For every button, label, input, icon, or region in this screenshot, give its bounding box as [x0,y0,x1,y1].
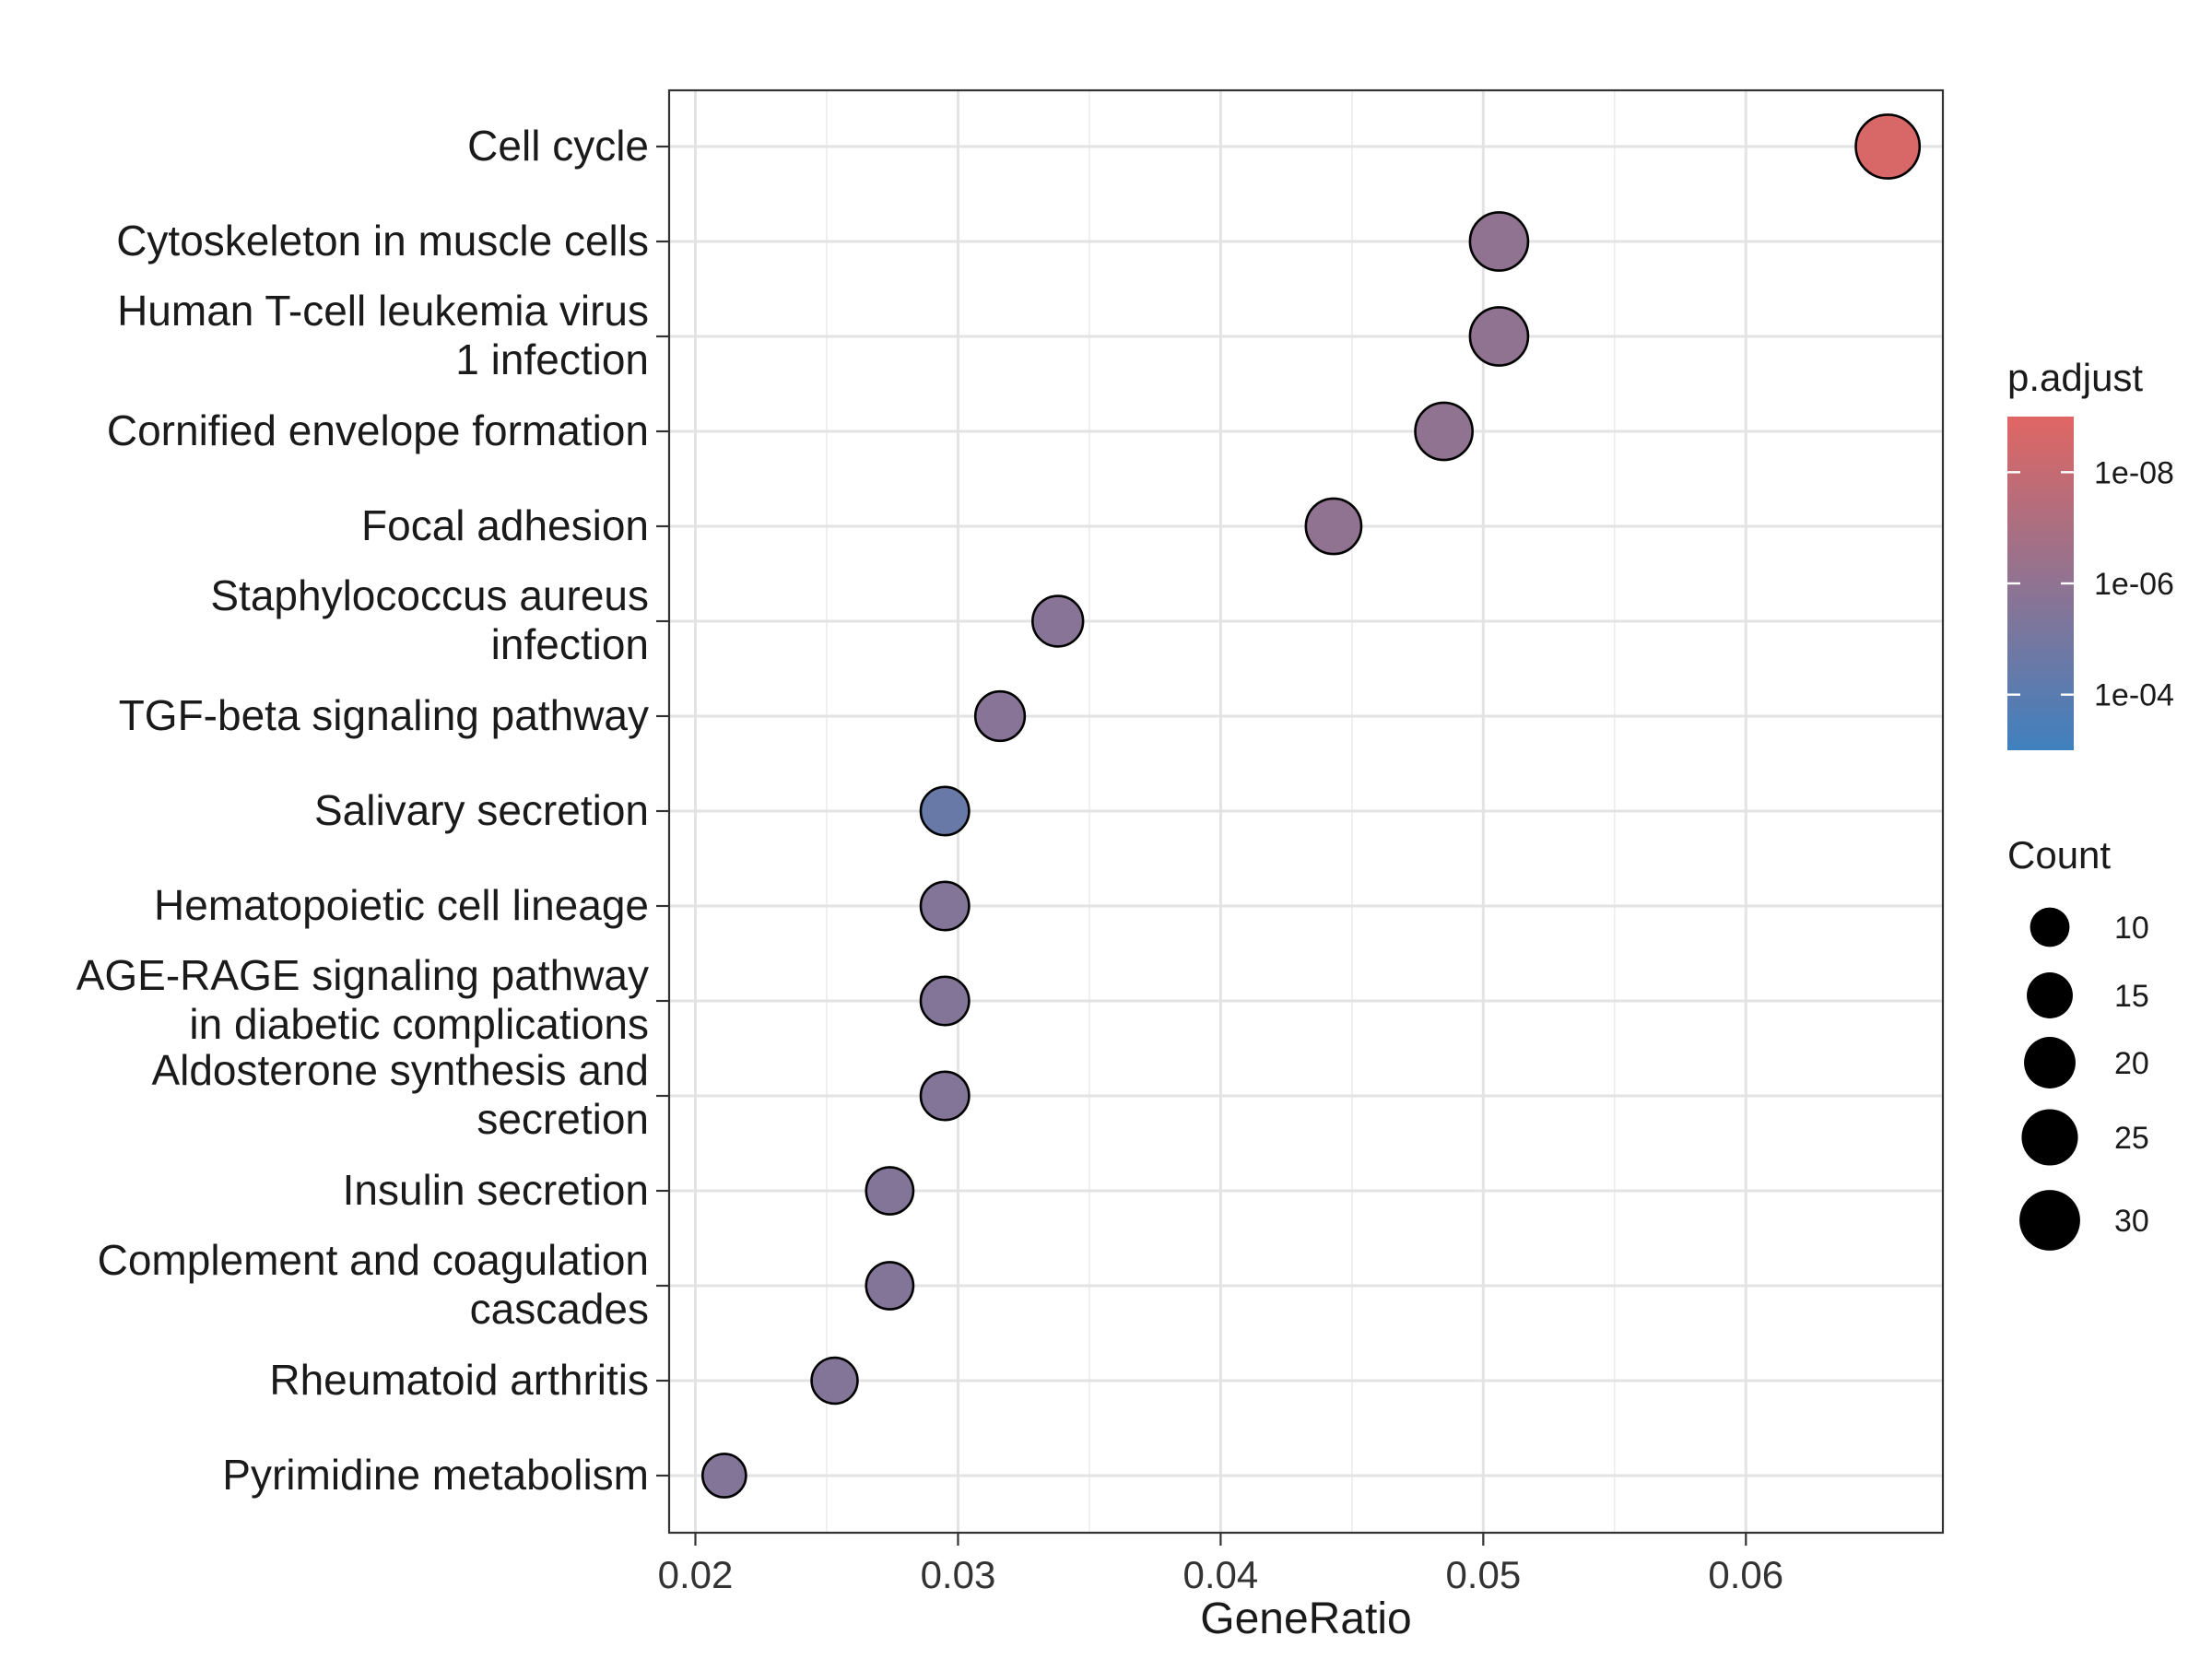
y-tick-label: Salivary secretion [314,786,649,834]
data-point [1414,401,1474,462]
color-legend-title: p.adjust [2007,356,2143,399]
size-legend-dot [2021,1109,2078,1166]
data-point [1854,113,1922,180]
y-tick-label: Rheumatoid arthritis [269,1356,649,1404]
size-legend: Count 10 15 20 25 30 [2007,833,2149,1251]
y-tick-label: infection [491,620,649,668]
y-tick-label: cascades [470,1285,649,1333]
x-tick-label: 0.06 [1708,1553,1783,1596]
color-legend-label: 1e-08 [2094,455,2174,490]
y-tick-label: Human T-cell leukemia virus [117,287,649,335]
size-legend-dot [2024,1037,2076,1088]
y-tick-label: Cytoskeleton in muscle cells [116,217,649,265]
color-legend-label: 1e-06 [2094,567,2174,602]
data-point [919,975,971,1027]
y-tick-label: Staphylococcus aureus [210,571,649,619]
data-point [919,1070,971,1122]
y-tick-label: Hematopoietic cell lineage [154,881,649,929]
y-tick-label: Pyrimidine metabolism [222,1451,649,1499]
x-tick-label: 0.02 [658,1553,734,1596]
size-legend-dot [2019,1190,2080,1251]
y-tick-label: 1 infection [455,335,649,383]
size-legend-label: 15 [2114,979,2149,1014]
x-tick-label: 0.03 [921,1553,996,1596]
data-point [919,880,971,932]
data-points [700,113,1922,1499]
x-tick-label: 0.04 [1183,1553,1259,1596]
size-legend-title: Count [2007,833,2111,877]
y-tick-label: TGF-beta signaling pathway [119,691,649,739]
y-tick-label: Insulin secretion [343,1166,649,1214]
y-tick-label: Cell cycle [467,122,649,170]
color-legend: p.adjust 1e-08 1e-06 1e-04 [2007,356,2174,750]
size-legend-label: 30 [2114,1204,2149,1239]
x-axis: 0.02 0.03 0.04 0.05 0.06 [658,1533,1783,1596]
size-legend-label: 10 [2114,911,2149,946]
data-point [865,1261,915,1311]
y-tick-label: in diabetic complications [189,1000,649,1048]
size-legend-label: 20 [2114,1046,2149,1081]
y-tick-label: Cornified envelope formation [107,406,649,454]
y-axis: Cell cycle Cytoskeleton in muscle cells Hu… [76,122,669,1499]
data-point [1468,306,1530,367]
color-legend-label: 1e-04 [2094,678,2174,713]
y-tick-label: secretion [477,1095,649,1143]
data-point [1031,594,1085,648]
x-tick-label: 0.05 [1445,1553,1521,1596]
y-tick-label: Aldosterone synthesis and [151,1046,649,1094]
y-tick-label: Focal adhesion [361,501,649,549]
y-tick-label: Complement and coagulation [98,1236,649,1284]
y-tick-label: AGE-RAGE signaling pathway [76,951,649,999]
size-legend-dot [2030,907,2070,947]
data-point [919,785,971,837]
data-point [865,1166,915,1216]
data-point [973,689,1027,743]
data-point [1468,211,1530,272]
data-point [700,1453,747,1499]
size-legend-dot [2027,972,2073,1018]
data-point [810,1356,859,1406]
x-axis-title: GeneRatio [1200,1594,1411,1643]
size-legend-label: 25 [2114,1121,2149,1156]
data-point [1304,497,1363,556]
